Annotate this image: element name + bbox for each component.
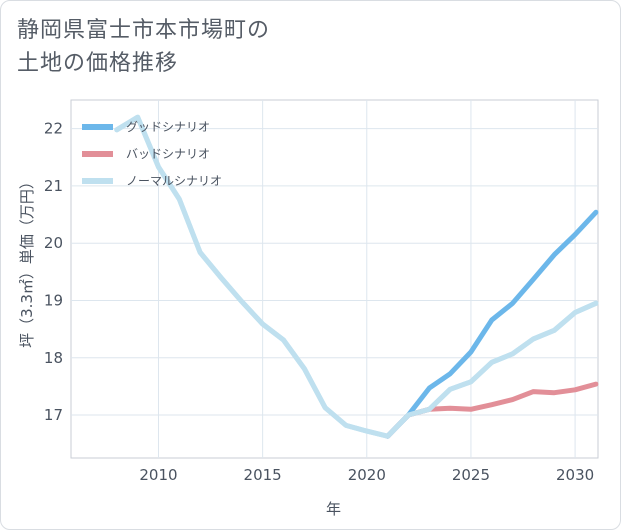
x-tick-label: 2010 xyxy=(139,466,177,484)
chart-title-line-1: 静岡県富士市本市場町の xyxy=(17,18,271,43)
y-tick-label: 21 xyxy=(44,177,63,195)
series-line-1 xyxy=(385,209,599,439)
legend-label-2: バッドシナリオ xyxy=(126,147,210,161)
legend-label-1: グッドシナリオ xyxy=(126,120,210,134)
chart-title-line-2: 土地の価格推移 xyxy=(17,51,179,76)
y-tick-label: 20 xyxy=(44,234,63,252)
x-axis-title: 年 xyxy=(326,500,341,518)
x-tick-label: 2015 xyxy=(244,466,282,484)
x-tick-label: 2020 xyxy=(348,466,386,484)
x-tick-label: 2025 xyxy=(452,466,490,484)
x-tick-label: 2030 xyxy=(556,466,594,484)
y-tick-label: 18 xyxy=(44,349,63,367)
y-axis-title: 坪（3.3㎡）単価（万円） xyxy=(18,174,36,348)
y-tick-label: 17 xyxy=(44,406,63,424)
chart-title: 静岡県富士市本市場町の 土地の価格推移 xyxy=(17,14,270,80)
y-tick-label: 19 xyxy=(44,291,63,309)
legend-label-3: ノーマルシナリオ xyxy=(126,174,222,188)
y-tick-label: 22 xyxy=(44,120,63,138)
series-line-3-overlay xyxy=(114,114,599,439)
